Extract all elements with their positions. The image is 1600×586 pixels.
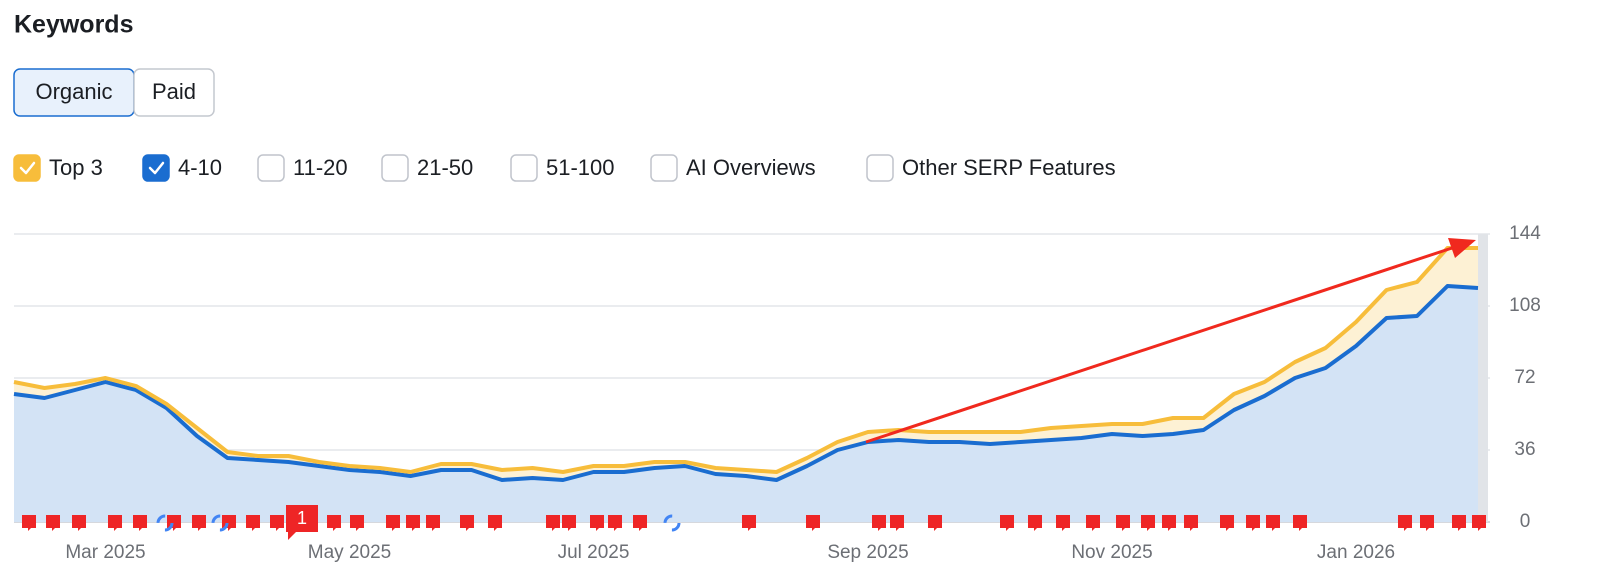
event-flag xyxy=(633,515,647,531)
event-flag xyxy=(270,515,284,531)
event-flag xyxy=(1028,515,1042,531)
checkmark xyxy=(19,161,36,175)
event-flag xyxy=(108,515,122,531)
event-flag xyxy=(1000,515,1014,531)
event-flag xyxy=(928,515,942,531)
event-flag xyxy=(327,515,341,531)
event-flag xyxy=(1116,515,1130,531)
y-tick-label: 72 xyxy=(1514,367,1535,388)
line xyxy=(13,246,1478,474)
event-flag xyxy=(22,515,36,531)
trend-arrow-head xyxy=(1448,238,1476,258)
checkbox[interactable] xyxy=(510,154,538,182)
y-tick-label: 144 xyxy=(1509,223,1541,244)
checkbox[interactable] xyxy=(866,154,894,182)
event-flag xyxy=(133,515,147,531)
event-flag xyxy=(1162,515,1176,531)
tab-label: Organic xyxy=(35,79,112,104)
checkbox-label: 21-50 xyxy=(417,155,473,180)
x-tick-label: May 2025 xyxy=(308,542,391,563)
x-tick-label: Jan 2026 xyxy=(1317,542,1395,563)
event-flag xyxy=(46,515,60,531)
y-tick-label: 0 xyxy=(1520,511,1531,532)
checkbox[interactable] xyxy=(257,154,285,182)
checkbox[interactable] xyxy=(13,154,41,182)
event-flag xyxy=(488,515,502,531)
event-flag xyxy=(350,515,364,531)
event-flag xyxy=(246,515,260,531)
tab-label: Paid xyxy=(152,79,196,104)
event-flag xyxy=(1141,515,1155,531)
annotation-badge xyxy=(286,505,318,540)
event-flag xyxy=(742,515,756,531)
checkmark xyxy=(148,161,165,175)
checkbox-label: AI Overviews xyxy=(686,155,816,180)
checkbox-label: 11-20 xyxy=(293,155,348,180)
google-update-icon xyxy=(211,514,229,532)
event-flag xyxy=(1398,515,1412,531)
event-flag xyxy=(546,515,560,531)
event-flag xyxy=(386,515,400,531)
checkbox-label: 51-100 xyxy=(546,155,615,180)
google-update-icon xyxy=(663,514,681,532)
widget-title: Keywords xyxy=(14,11,133,39)
event-flag xyxy=(72,515,86,531)
event-flag xyxy=(590,515,604,531)
x-tick-label: Sep 2025 xyxy=(827,542,908,563)
tab[interactable] xyxy=(133,68,215,117)
event-flag xyxy=(872,515,886,531)
checkbox[interactable] xyxy=(650,154,678,182)
checkbox[interactable] xyxy=(142,154,170,182)
google-update-icon xyxy=(156,514,174,532)
y-tick-label: 108 xyxy=(1509,295,1541,316)
event-flag xyxy=(1266,515,1280,531)
event-flag xyxy=(406,515,420,531)
area xyxy=(14,286,1478,522)
line xyxy=(13,284,1479,482)
event-flag xyxy=(192,515,206,531)
event-flag xyxy=(1293,515,1307,531)
end-strip xyxy=(1478,234,1488,522)
event-flag xyxy=(1056,515,1070,531)
event-flag xyxy=(1246,515,1260,531)
event-flag xyxy=(1086,515,1100,531)
event-flag xyxy=(1472,515,1486,531)
annotation-label: 1 xyxy=(297,508,307,528)
event-flag xyxy=(426,515,440,531)
x-tick-label: Nov 2025 xyxy=(1071,542,1152,563)
event-flag xyxy=(1452,515,1466,531)
event-flag xyxy=(806,515,820,531)
event-flag xyxy=(608,515,622,531)
y-tick-label: 36 xyxy=(1514,439,1535,460)
trend-arrow xyxy=(865,246,1453,444)
x-tick-label: Jul 2025 xyxy=(558,542,630,563)
event-flag xyxy=(460,515,474,531)
checkbox-label: Other SERP Features xyxy=(902,155,1116,180)
x-tick-label: Mar 2025 xyxy=(65,542,145,563)
checkbox[interactable] xyxy=(381,154,409,182)
checkbox-label: 4-10 xyxy=(178,155,222,180)
event-flag xyxy=(1220,515,1234,531)
event-flag xyxy=(1184,515,1198,531)
event-flag xyxy=(1420,515,1434,531)
event-flag xyxy=(890,515,904,531)
event-flag xyxy=(562,515,576,531)
checkbox-label: Top 3 xyxy=(49,155,103,180)
